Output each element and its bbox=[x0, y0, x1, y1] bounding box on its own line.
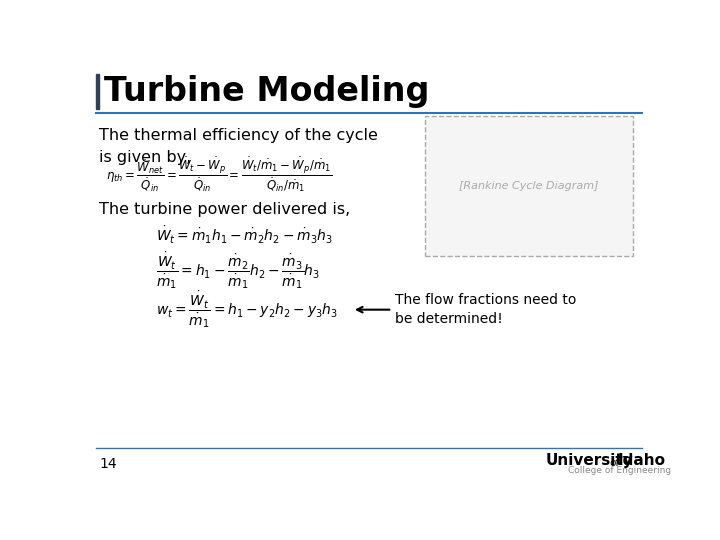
FancyBboxPatch shape bbox=[425, 116, 632, 256]
Text: The turbine power delivered is,: The turbine power delivered is, bbox=[99, 202, 351, 217]
Text: The flow fractions need to
be determined!: The flow fractions need to be determined… bbox=[395, 293, 577, 326]
Text: $\dfrac{\dot{W}_{t}}{\dot{m}_{1}} = h_{1} - \dfrac{\dot{m}_{2}}{\dot{m}_{1}}h_{2: $\dfrac{\dot{W}_{t}}{\dot{m}_{1}} = h_{1… bbox=[156, 251, 320, 292]
Text: $\eta_{th} = \dfrac{\dot{W}_{net}}{\dot{Q}_{in}} = \dfrac{\dot{W}_{t} - \dot{W}_: $\eta_{th} = \dfrac{\dot{W}_{net}}{\dot{… bbox=[106, 156, 332, 194]
Bar bbox=[96, 74, 99, 110]
Text: $\dot{W}_{t} = \dot{m}_{1}h_{1} - \dot{m}_{2}h_{2} - \dot{m}_{3}h_{3}$: $\dot{W}_{t} = \dot{m}_{1}h_{1} - \dot{m… bbox=[156, 225, 333, 246]
Text: Idaho: Idaho bbox=[618, 453, 666, 468]
Text: of: of bbox=[609, 458, 619, 468]
Text: 14: 14 bbox=[99, 457, 117, 471]
Text: University: University bbox=[546, 453, 634, 468]
Text: Turbine Modeling: Turbine Modeling bbox=[104, 75, 429, 108]
Text: [Rankine Cycle Diagram]: [Rankine Cycle Diagram] bbox=[459, 181, 598, 191]
Text: $w_{t} = \dfrac{\dot{W}_{t}}{\dot{m}_{1}} = h_{1} - y_{2}h_{2} - y_{3}h_{3}$: $w_{t} = \dfrac{\dot{W}_{t}}{\dot{m}_{1}… bbox=[156, 289, 338, 330]
Text: College of Engineering: College of Engineering bbox=[568, 466, 671, 475]
Text: The thermal efficiency of the cycle
is given by,: The thermal efficiency of the cycle is g… bbox=[99, 128, 378, 165]
